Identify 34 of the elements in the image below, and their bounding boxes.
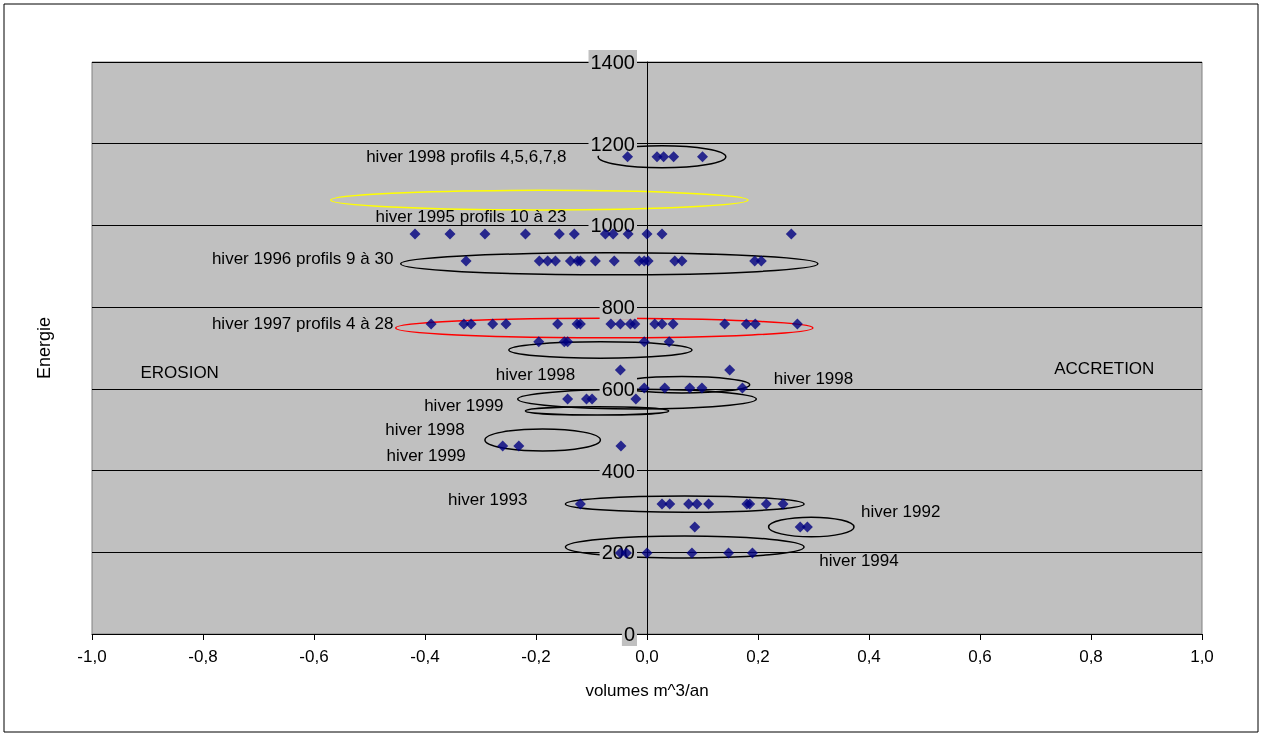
annotation: hiver 1999 [424,395,504,415]
y-tick-label: 1200 [590,132,635,155]
x-axis-title: volumes m^3/an [585,681,709,700]
x-tick-label: -0,4 [410,647,440,666]
y-tick-label: 1400 [590,51,635,73]
annotation: hiver 1992 [860,501,941,521]
x-tick-label: -1,0 [77,647,107,666]
annotation: hiver 1998 [495,364,576,384]
x-tick-label: -0,8 [188,647,218,666]
annotation: hiver 1998 [773,369,854,389]
annotation: hiver 1996 profils 9 à 30 [211,249,394,269]
x-tick-label: 1,0 [1190,647,1214,666]
x-tick-label: 0,0 [635,647,659,666]
x-tick-label: 0,4 [857,647,881,666]
annotation: hiver 1998 profils 4,5,6,7,8 [366,147,567,167]
x-tick-label: 0,2 [746,647,770,666]
annotation: hiver 1998 [385,420,465,440]
y-axis-title: Energie [34,316,54,380]
x-tick-label: 0,6 [968,647,992,666]
annotation: ACCRETION [1054,358,1155,378]
y-tick-label: 400 [601,459,635,482]
y-tick-label: 1000 [590,214,635,237]
x-tick-label: 0,8 [1079,647,1103,666]
x-tick-label: -0,2 [521,647,551,666]
annotation: hiver 1993 [448,490,528,510]
x-tick-label: -0,6 [299,647,329,666]
annotation: hiver 1995 profils 10 à 23 [375,206,567,226]
y-tick-label: 800 [601,296,635,319]
annotation: hiver 1999 [386,445,466,465]
y-tick-label: 600 [601,377,635,400]
annotation: EROSION [140,363,219,383]
y-tick-label: 0 [623,623,635,645]
annotation: hiver 1994 [819,551,899,571]
annotation: hiver 1997 profils 4 à 28 [211,314,394,334]
